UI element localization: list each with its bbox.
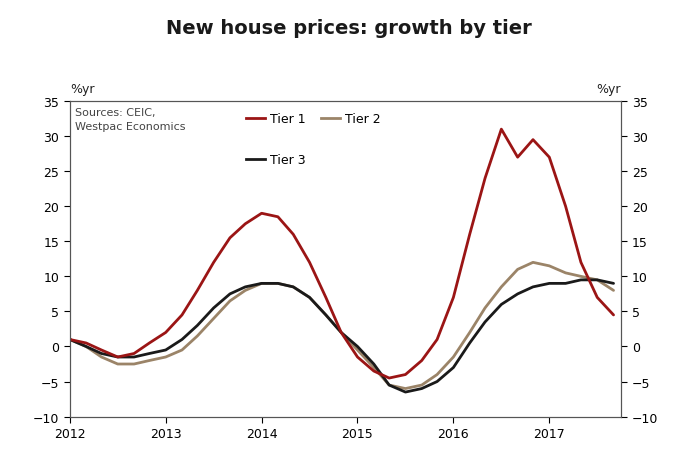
Legend: Tier 3: Tier 3 <box>242 149 311 172</box>
Text: New house prices: growth by tier: New house prices: growth by tier <box>166 19 532 38</box>
Text: Sources: CEIC,
Westpac Economics: Sources: CEIC, Westpac Economics <box>75 108 186 131</box>
Text: %yr: %yr <box>70 82 94 95</box>
Text: %yr: %yr <box>597 82 621 95</box>
